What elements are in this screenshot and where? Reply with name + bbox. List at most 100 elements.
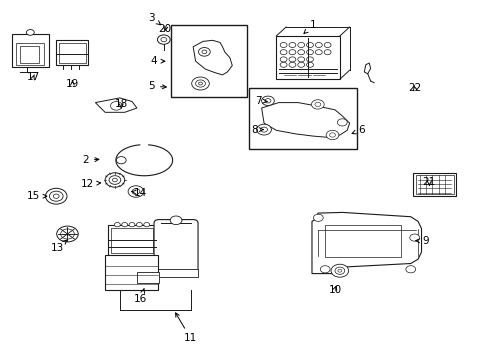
Text: 14: 14 (131, 188, 147, 198)
Circle shape (337, 269, 341, 272)
Circle shape (128, 186, 143, 197)
Circle shape (314, 102, 320, 107)
Circle shape (105, 173, 124, 187)
Circle shape (313, 214, 323, 221)
Circle shape (45, 188, 67, 204)
Circle shape (143, 222, 149, 227)
Polygon shape (193, 40, 232, 75)
Circle shape (57, 226, 78, 242)
Bar (20, 46, 39, 63)
Polygon shape (95, 98, 137, 112)
Circle shape (324, 42, 330, 48)
Circle shape (325, 130, 338, 140)
Text: 20: 20 (159, 24, 171, 34)
Circle shape (195, 80, 205, 87)
Text: 22: 22 (407, 83, 421, 93)
Circle shape (324, 50, 330, 55)
Bar (171, 25, 246, 97)
Circle shape (330, 264, 348, 277)
Polygon shape (261, 103, 349, 138)
Text: 21: 21 (422, 177, 435, 187)
Text: 11: 11 (175, 313, 197, 343)
Circle shape (311, 100, 324, 109)
Bar (105, 255, 158, 290)
Circle shape (288, 42, 295, 48)
Text: 18: 18 (114, 99, 128, 109)
Circle shape (409, 234, 419, 241)
Circle shape (26, 30, 34, 35)
Circle shape (306, 62, 313, 67)
Text: 6: 6 (351, 125, 365, 135)
Circle shape (306, 50, 313, 55)
Circle shape (320, 266, 329, 273)
Bar (12, 34, 49, 67)
Circle shape (297, 62, 304, 67)
Circle shape (161, 37, 166, 42)
Text: 17: 17 (26, 72, 40, 82)
Circle shape (109, 176, 121, 184)
Circle shape (297, 50, 304, 55)
Circle shape (170, 216, 182, 225)
Circle shape (53, 194, 59, 198)
Polygon shape (364, 63, 370, 74)
Text: 2: 2 (82, 155, 99, 165)
Circle shape (261, 96, 274, 105)
Text: 8: 8 (250, 125, 263, 135)
Circle shape (122, 222, 127, 227)
Circle shape (280, 62, 286, 67)
Circle shape (191, 77, 209, 90)
Circle shape (136, 222, 142, 227)
Circle shape (315, 50, 322, 55)
Circle shape (110, 102, 122, 110)
Circle shape (264, 99, 270, 103)
Circle shape (116, 157, 126, 164)
Circle shape (297, 42, 304, 48)
Text: 1: 1 (304, 20, 316, 33)
Circle shape (280, 57, 286, 62)
Circle shape (49, 191, 63, 201)
Circle shape (198, 82, 202, 85)
Text: 13: 13 (51, 240, 66, 253)
Text: 12: 12 (80, 179, 101, 189)
Text: 15: 15 (26, 191, 47, 201)
Circle shape (306, 57, 313, 62)
Circle shape (280, 50, 286, 55)
Text: 3: 3 (148, 13, 160, 24)
Circle shape (198, 48, 210, 56)
Circle shape (61, 229, 74, 239)
Circle shape (306, 42, 313, 48)
Bar (415, 175, 453, 194)
Text: 5: 5 (148, 81, 166, 91)
Circle shape (256, 124, 271, 135)
Text: 7: 7 (254, 96, 267, 106)
Circle shape (114, 222, 120, 227)
Bar (16, 43, 44, 65)
Bar (325, 225, 400, 257)
Circle shape (315, 42, 322, 48)
Bar (412, 173, 455, 196)
Circle shape (288, 50, 295, 55)
Text: 16: 16 (134, 288, 147, 304)
Circle shape (334, 267, 344, 274)
Circle shape (329, 133, 335, 137)
Bar (111, 228, 152, 253)
Text: 19: 19 (65, 78, 79, 89)
Bar (249, 88, 356, 149)
Circle shape (132, 189, 140, 194)
Circle shape (405, 266, 415, 273)
Text: 4: 4 (150, 56, 164, 66)
Circle shape (288, 57, 295, 62)
Bar (107, 225, 156, 256)
Circle shape (157, 35, 170, 44)
Bar (56, 40, 88, 65)
Circle shape (112, 178, 117, 182)
Circle shape (288, 62, 295, 67)
Circle shape (202, 50, 206, 54)
Circle shape (297, 57, 304, 62)
Bar (137, 272, 159, 283)
Bar (156, 269, 198, 277)
FancyBboxPatch shape (154, 220, 198, 274)
Circle shape (129, 222, 135, 227)
Bar (59, 43, 85, 63)
Text: 10: 10 (328, 285, 341, 295)
